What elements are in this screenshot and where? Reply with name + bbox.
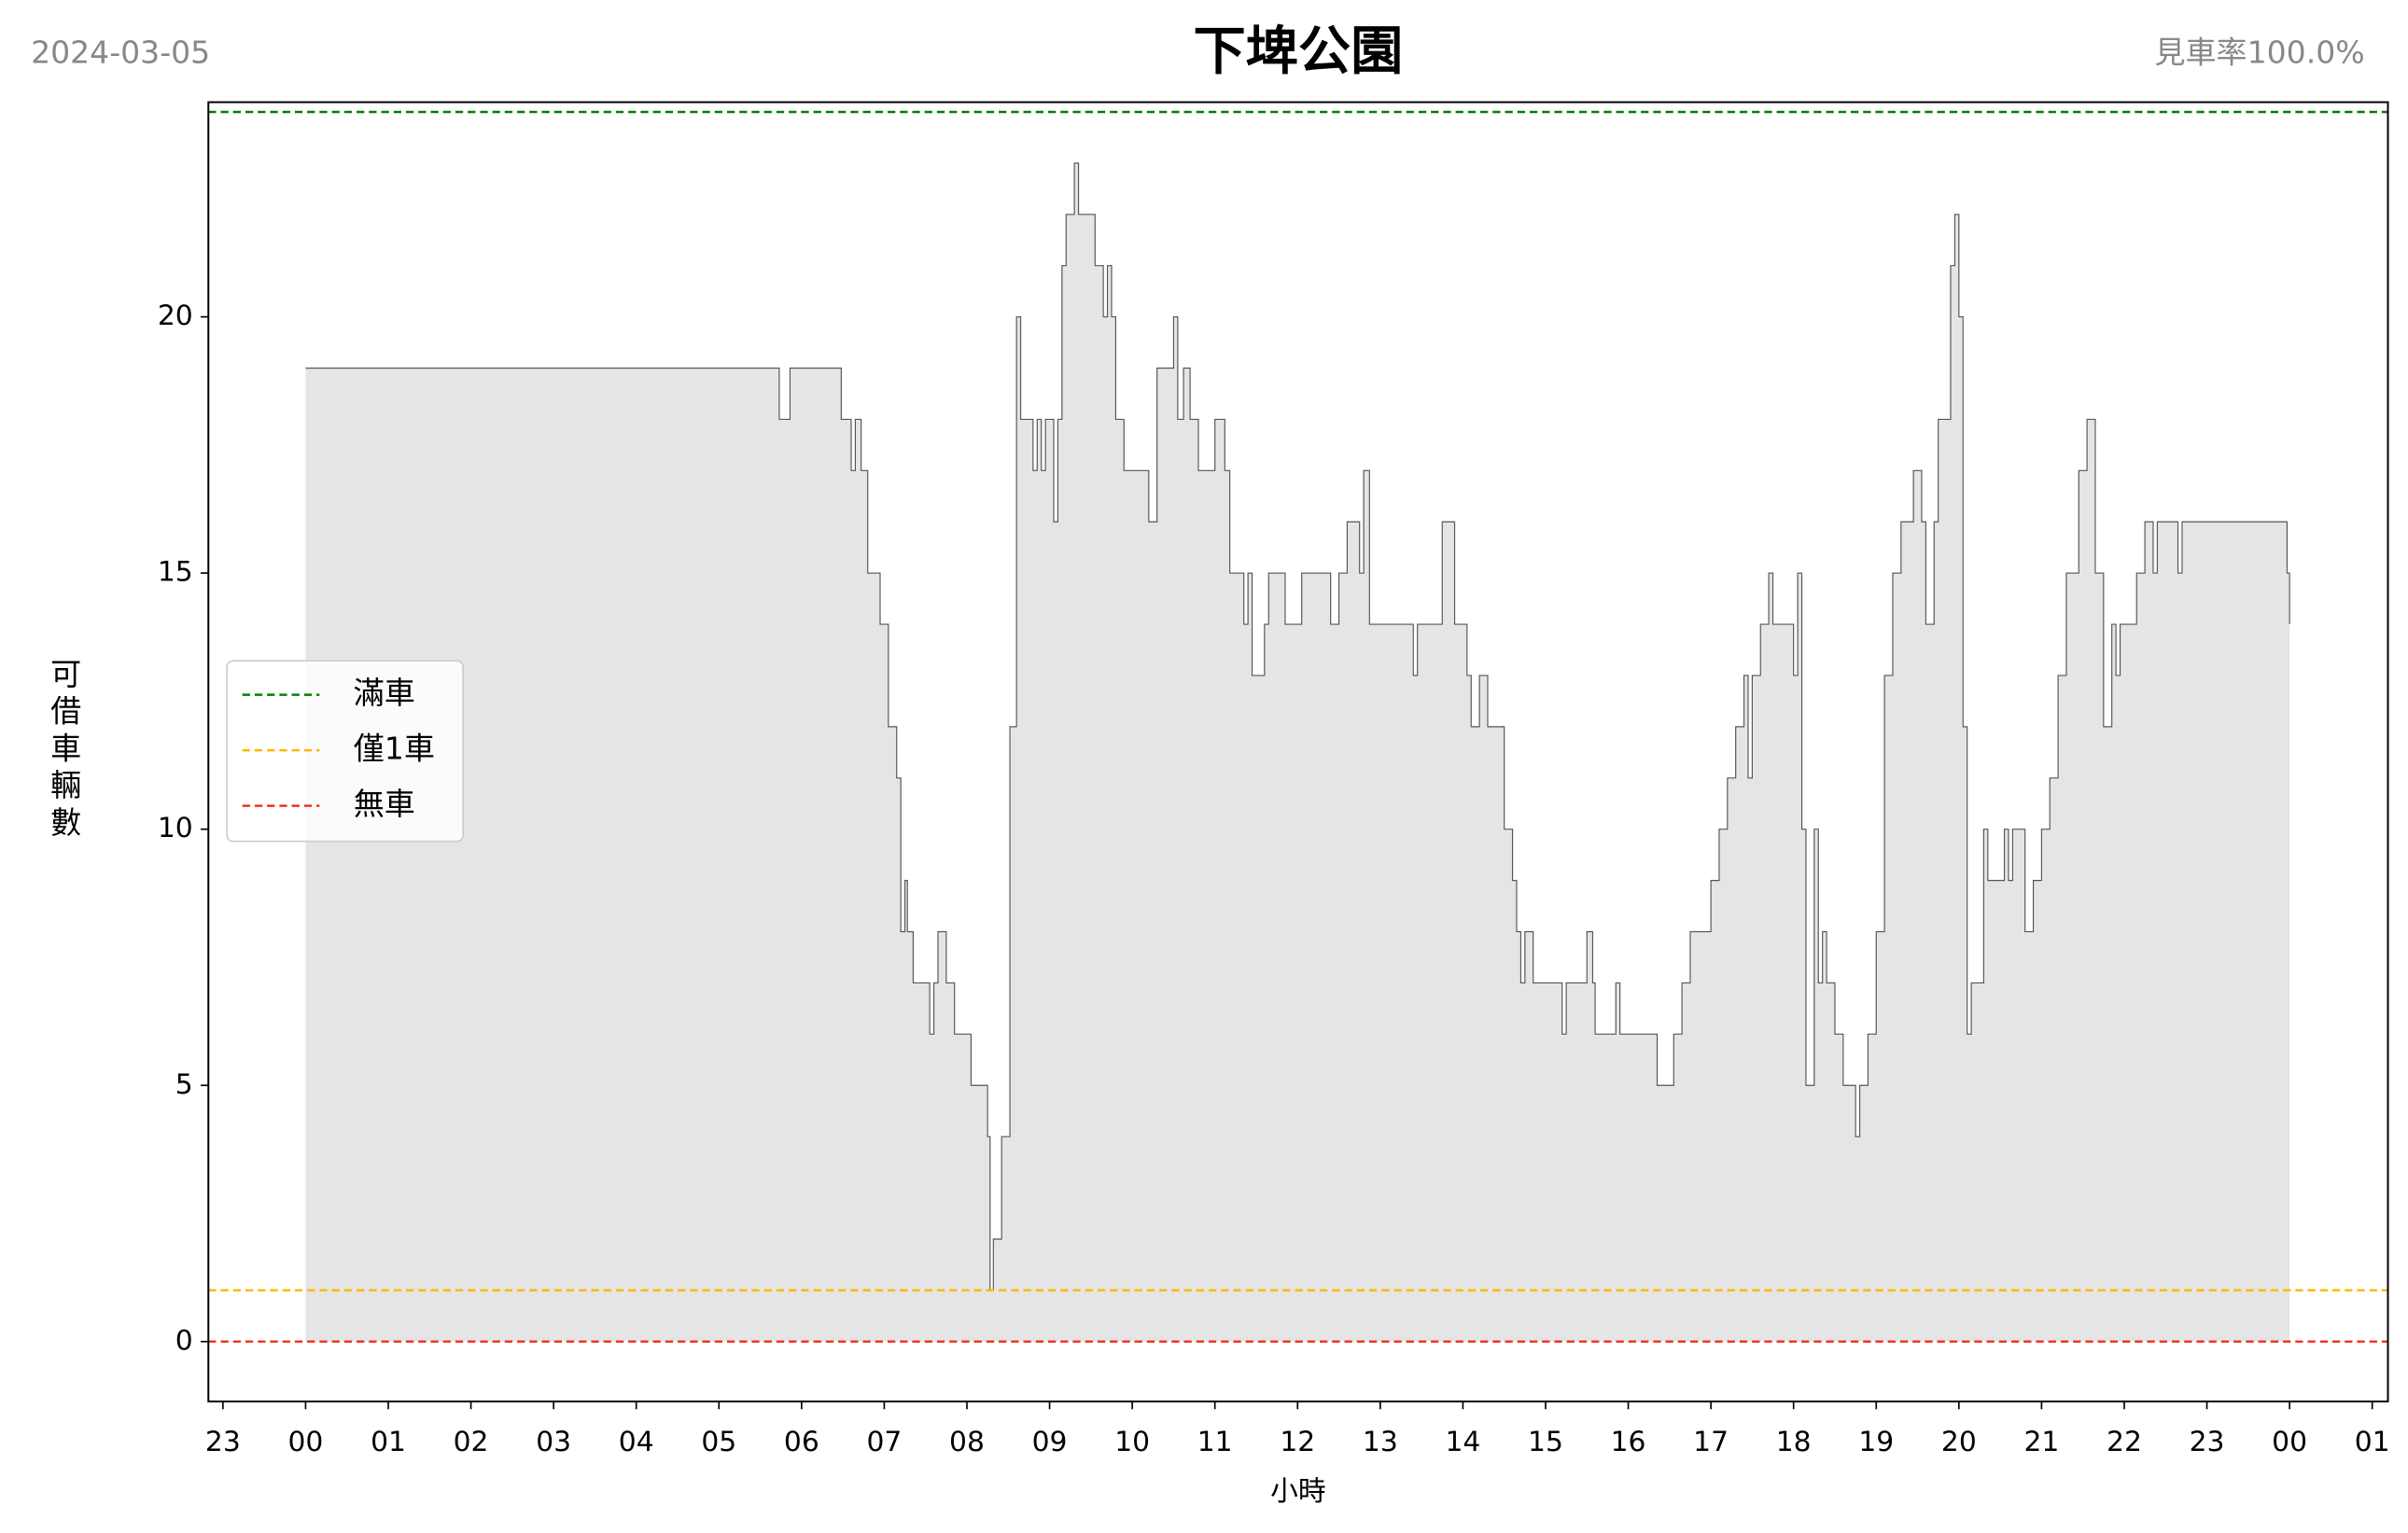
legend-box [226,660,464,843]
x-tick-label: 02 [454,1426,489,1458]
chart-title: 下埤公園 [1193,21,1403,82]
x-tick-label: 10 [1114,1426,1150,1458]
x-tick-label: 15 [1528,1426,1563,1458]
x-tick-label: 14 [1445,1426,1480,1458]
x-tick-label: 01 [371,1426,406,1458]
x-tick-label: 18 [1776,1426,1812,1458]
x-tick-label: 22 [2107,1426,2142,1458]
x-tick-label: 04 [619,1426,654,1458]
line [305,162,2290,1291]
x-tick-label: 11 [1197,1426,1233,1458]
y-axis-label: 可借車輛數 [46,658,82,843]
x-tick-label: 21 [2023,1426,2059,1458]
x-tick-label: 00 [2272,1426,2307,1458]
x-tick-label: 03 [536,1426,571,1458]
x-tick-label: 20 [1941,1426,1977,1458]
x-tick-label: 05 [701,1426,736,1458]
x-tick-label: 09 [1032,1426,1068,1458]
y-tick-label: 10 [158,812,193,844]
x-tick-label: 06 [784,1426,819,1458]
x-tick-label: 01 [2355,1426,2390,1458]
date: 2024-03-05 [31,35,210,71]
x-axis-label: 小時 [1270,1475,1326,1508]
x-tick-label: 23 [2190,1426,2225,1458]
area [305,162,2290,1342]
x-tick-label: 07 [866,1426,902,1458]
x-tick-label: 23 [205,1426,241,1458]
y-tick-label: 0 [175,1324,193,1357]
legend-label: 僅1車 [354,731,435,767]
x-tick-label: 17 [1693,1426,1729,1458]
y-tick-label: 20 [158,300,193,332]
rate-label: 見車率100.0% [2154,35,2364,71]
y-tick-label: 15 [158,556,193,589]
x-tick-label: 13 [1363,1426,1398,1458]
x-tick-label: 00 [287,1426,323,1458]
x-tick-label: 19 [1858,1426,1894,1458]
x-tick-label: 12 [1280,1426,1315,1458]
legend-label: 滿車 [354,675,415,711]
legend-label: 無車 [354,786,415,822]
x-tick-label: 08 [949,1426,985,1458]
y-tick-label: 5 [175,1068,193,1101]
x-tick-label: 16 [1611,1426,1646,1458]
